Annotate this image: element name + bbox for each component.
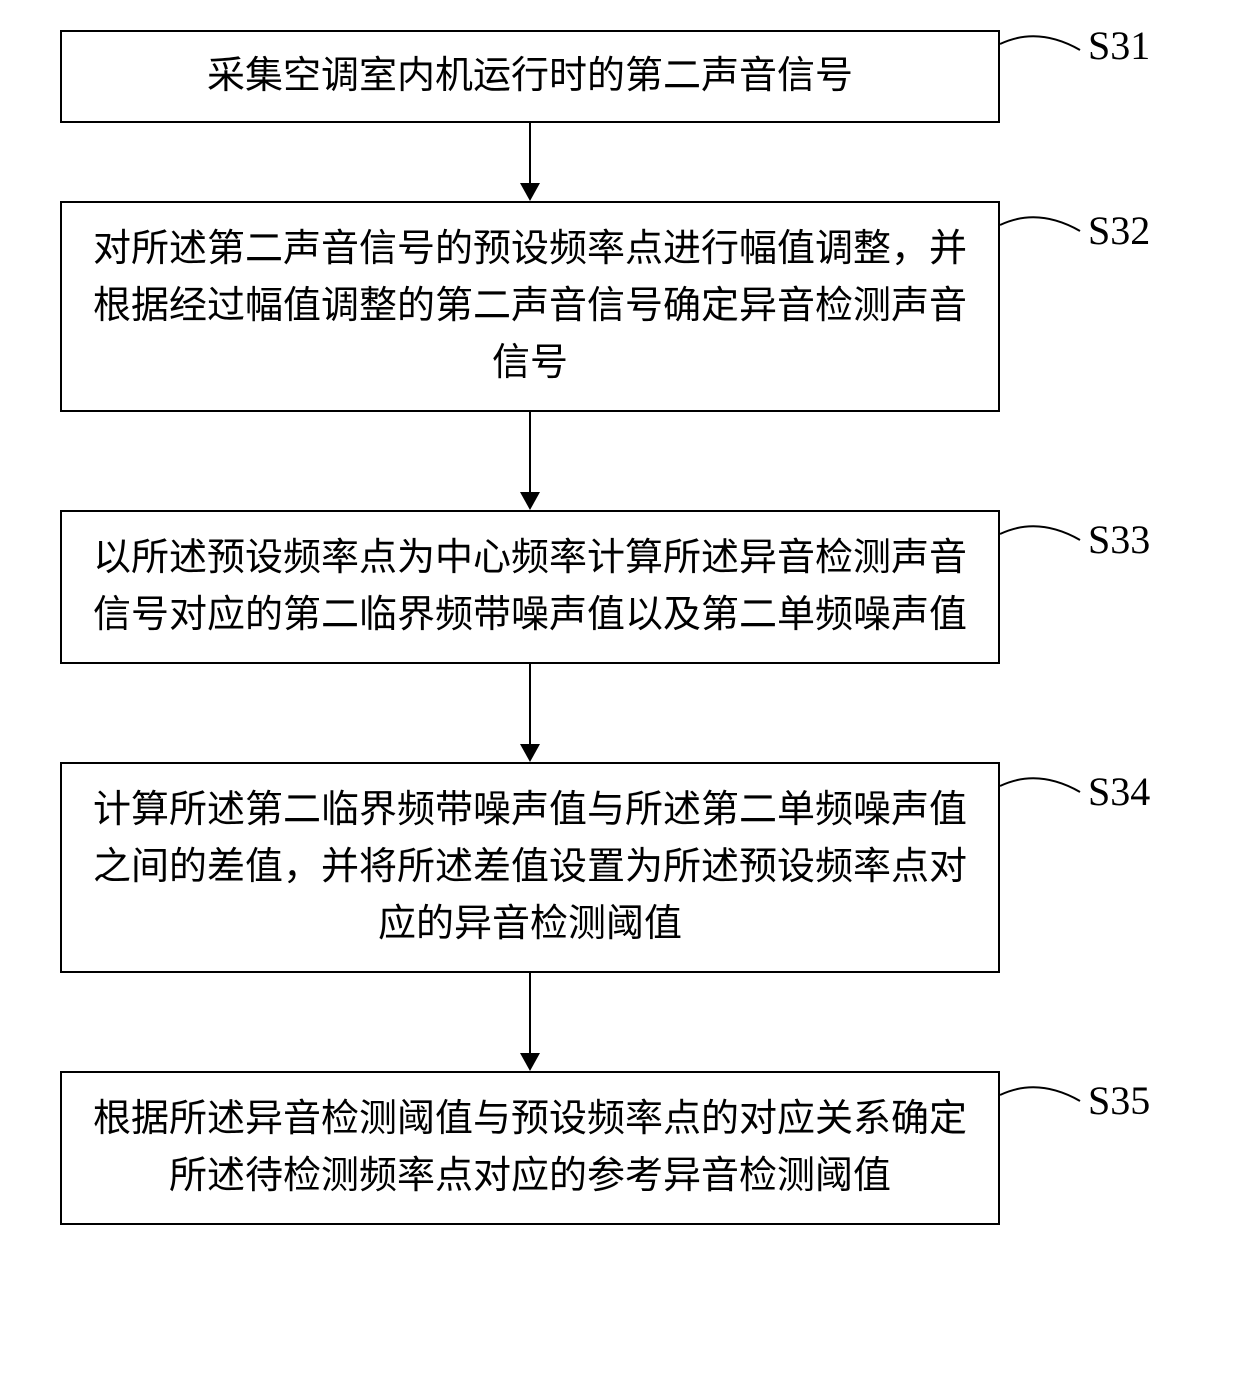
arrow-head-icon <box>520 744 540 762</box>
flowchart-node-s32: 对所述第二声音信号的预设频率点进行幅值调整，并根据经过幅值调整的第二声音信号确定… <box>60 201 1180 412</box>
arrow-line-icon <box>529 973 531 1053</box>
step-label-s33: S33 <box>1088 516 1150 563</box>
node-box-s35: 根据所述异音检测阈值与预设频率点的对应关系确定所述待检测频率点对应的参考异音检测… <box>60 1071 1000 1225</box>
connector-curve-s33 <box>998 520 1088 560</box>
step-label-s35: S35 <box>1088 1077 1150 1124</box>
node-text-s32: 对所述第二声音信号的预设频率点进行幅值调整，并根据经过幅值调整的第二声音信号确定… <box>93 228 967 384</box>
node-box-s32: 对所述第二声音信号的预设频率点进行幅值调整，并根据经过幅值调整的第二声音信号确定… <box>60 201 1000 412</box>
arrow-line-icon <box>529 664 531 744</box>
arrow-line-icon <box>529 412 531 492</box>
arrow-head-icon <box>520 1053 540 1071</box>
node-text-s34: 计算所述第二临界频带噪声值与所述第二单频噪声值之间的差值，并将所述差值设置为所述… <box>93 789 967 945</box>
connector-curve-s32 <box>998 211 1088 251</box>
node-box-s31: 采集空调室内机运行时的第二声音信号 <box>60 30 1000 123</box>
flowchart-arrow-1 <box>60 123 1000 201</box>
arrow-head-icon <box>520 183 540 201</box>
arrow-head-icon <box>520 492 540 510</box>
node-text-s31: 采集空调室内机运行时的第二声音信号 <box>207 55 853 97</box>
node-box-s33: 以所述预设频率点为中心频率计算所述异音检测声音信号对应的第二临界频带噪声值以及第… <box>60 510 1000 664</box>
flowchart-node-s35: 根据所述异音检测阈值与预设频率点的对应关系确定所述待检测频率点对应的参考异音检测… <box>60 1071 1180 1225</box>
step-label-s32: S32 <box>1088 207 1150 254</box>
flowchart-node-s33: 以所述预设频率点为中心频率计算所述异音检测声音信号对应的第二临界频带噪声值以及第… <box>60 510 1180 664</box>
flowchart-arrow-3 <box>60 664 1000 762</box>
flowchart-node-s34: 计算所述第二临界频带噪声值与所述第二单频噪声值之间的差值，并将所述差值设置为所述… <box>60 762 1180 973</box>
node-text-s33: 以所述预设频率点为中心频率计算所述异音检测声音信号对应的第二临界频带噪声值以及第… <box>93 537 967 636</box>
connector-curve-s35 <box>998 1081 1088 1121</box>
step-label-s34: S34 <box>1088 768 1150 815</box>
flowchart-arrow-4 <box>60 973 1000 1071</box>
connector-curve-s31 <box>998 30 1088 70</box>
connector-curve-s34 <box>998 772 1088 812</box>
flowchart-node-s31: 采集空调室内机运行时的第二声音信号 S31 <box>60 30 1180 123</box>
arrow-line-icon <box>529 123 531 183</box>
step-label-s31: S31 <box>1088 22 1150 69</box>
flowchart-container: 采集空调室内机运行时的第二声音信号 S31 对所述第二声音信号的预设频率点进行幅… <box>60 30 1180 1225</box>
flowchart-arrow-2 <box>60 412 1000 510</box>
node-box-s34: 计算所述第二临界频带噪声值与所述第二单频噪声值之间的差值，并将所述差值设置为所述… <box>60 762 1000 973</box>
node-text-s35: 根据所述异音检测阈值与预设频率点的对应关系确定所述待检测频率点对应的参考异音检测… <box>93 1098 967 1197</box>
